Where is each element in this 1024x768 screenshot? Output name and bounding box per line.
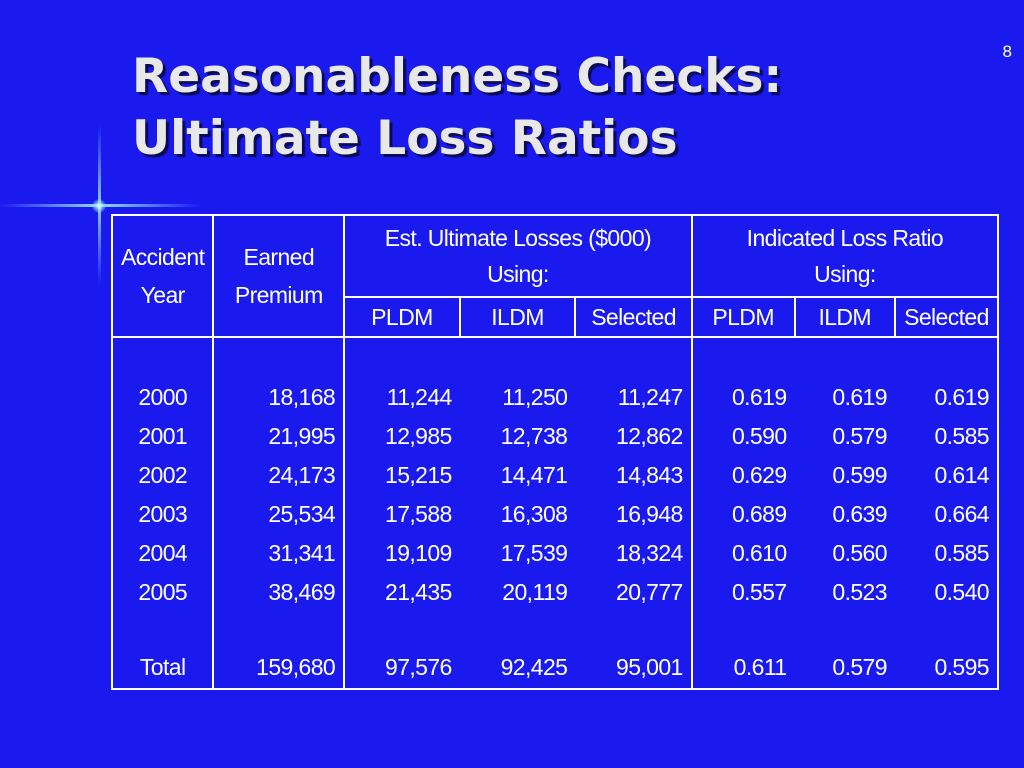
header-accident-year-line-1: Accident [121, 244, 205, 270]
cell-total-loss-ildm: 92,425 [459, 646, 576, 690]
cell-loss-pldm: 12,985 [385, 423, 452, 449]
cell-loss-ildm: 20,119 [502, 579, 568, 605]
cell-premium: 18,168 [213, 378, 346, 417]
table-row: 2004 31,341 19,109 17,539 18,324 0.610 0… [110, 534, 1000, 573]
cell-ratio-selected: 0.585 [894, 417, 1000, 456]
cell-loss-pldm: 15,215 [385, 462, 452, 488]
cell-loss-selected: 11,247 [575, 378, 693, 417]
cell-ratio-selected: 0.585 [894, 534, 1000, 573]
header-ultimate-losses-group: Est. Ultimate Losses ($000) Using: [343, 214, 693, 298]
cell-total-loss-pldm: 97,576 [344, 646, 460, 690]
cell-total-premium: 159,680 [213, 646, 346, 690]
page-number: 8 [1002, 42, 1012, 61]
cell-loss-selected: 12,862 [575, 417, 693, 456]
cell-premium: 21,995 [213, 417, 346, 456]
header-loss-ratio-line-1: Indicated Loss Ratio [746, 225, 944, 251]
cell-loss-ildm: 17,539 [500, 540, 568, 566]
cell-ratio-ildm: 0.560 [832, 540, 887, 566]
cell-ratio-pldm: 0.590 [731, 423, 787, 449]
header-ratio-selected: Selected [893, 296, 1000, 338]
cell-total-label: Total [110, 646, 215, 690]
cell-ratio-selected: 0.664 [894, 495, 1000, 534]
header-ratio-pldm: PLDM [690, 296, 796, 338]
cell-loss-ildm: 11,250 [502, 384, 568, 410]
cell-year: 2002 [110, 456, 215, 495]
cell-loss-selected: 16,948 [575, 495, 693, 534]
table-row: 2000 18,168 11,244 11,250 11,247 0.619 0… [110, 378, 1000, 417]
cell-ratio-selected: 0.540 [894, 573, 1000, 612]
cell-year: 2005 [110, 573, 215, 612]
table-total-row: Total 159,680 97,576 92,425 95,001 0.611… [110, 646, 1000, 690]
cell-total-loss-selected: 95,001 [575, 646, 693, 690]
header-earned-premium-line-1: Earned [243, 244, 315, 270]
header-losses-selected: Selected [574, 296, 693, 338]
sparkle-decoration-core [92, 199, 106, 213]
cell-premium: 24,173 [213, 456, 346, 495]
cell-loss-pldm: 19,109 [385, 540, 452, 566]
cell-total-ratio-selected: 0.595 [894, 646, 1000, 690]
cell-ratio-pldm: 0.619 [731, 384, 787, 410]
cell-ratio-ildm: 0.523 [832, 579, 887, 605]
header-ratio-ildm: ILDM [793, 296, 896, 338]
loss-ratio-table: Accident Year Earned Premium Est. Ultima… [110, 214, 1000, 690]
header-accident-year: Accident Year [110, 214, 215, 338]
header-ultimate-losses-line-1: Est. Ultimate Losses ($000) [384, 225, 652, 251]
cell-year: 2001 [110, 417, 215, 456]
cell-year: 2000 [110, 378, 215, 417]
header-earned-premium: Earned Premium [212, 214, 346, 338]
header-losses-ildm: ILDM [458, 296, 577, 338]
cell-ratio-pldm: 0.557 [731, 579, 787, 605]
cell-loss-ildm: 14,471 [500, 462, 568, 488]
header-earned-premium-line-2: Premium [234, 282, 323, 308]
cell-ratio-ildm: 0.619 [832, 384, 887, 410]
cell-loss-selected: 18,324 [575, 534, 693, 573]
slide-title: Reasonableness Checks: Ultimate Loss Rat… [132, 46, 782, 170]
cell-ratio-ildm: 0.579 [832, 423, 887, 449]
header-loss-ratio-line-2: Using: [814, 261, 876, 287]
cell-year: 2003 [110, 495, 215, 534]
cell-premium: 31,341 [213, 534, 346, 573]
cell-year: 2004 [110, 534, 215, 573]
header-accident-year-line-2: Year [140, 282, 186, 308]
cell-loss-selected: 14,843 [575, 456, 693, 495]
cell-ratio-ildm: 0.599 [832, 462, 887, 488]
cell-ratio-selected: 0.619 [894, 378, 1000, 417]
header-ultimate-losses-line-2: Using: [487, 261, 549, 287]
header-row-1: Accident Year Earned Premium Est. Ultima… [110, 214, 1000, 338]
cell-loss-ildm: 12,738 [500, 423, 568, 449]
header-loss-ratio-group: Indicated Loss Ratio Using: [690, 214, 1000, 298]
cell-total-ratio-ildm: 0.579 [794, 646, 895, 690]
cell-premium: 38,469 [213, 573, 346, 612]
slide-title-line-1: Reasonableness Checks: [132, 49, 783, 104]
slide-title-line-2: Ultimate Loss Ratios [132, 111, 678, 166]
cell-loss-pldm: 17,588 [385, 501, 452, 527]
cell-ratio-pldm: 0.610 [731, 540, 787, 566]
table-row: 2002 24,173 15,215 14,471 14,843 0.629 0… [110, 456, 1000, 495]
cell-ratio-pldm: 0.629 [731, 462, 787, 488]
table-row: 2001 21,995 12,985 12,738 12,862 0.590 0… [110, 417, 1000, 456]
cell-premium: 25,534 [213, 495, 346, 534]
table-row: 2003 25,534 17,588 16,308 16,948 0.689 0… [110, 495, 1000, 534]
table-row: 2005 38,469 21,435 20,119 20,777 0.557 0… [110, 573, 1000, 612]
cell-loss-selected: 20,777 [575, 573, 693, 612]
header-row-2: PLDM ILDM Selected PLDM ILDM Selected [112, 296, 1000, 338]
cell-total-ratio-pldm: 0.611 [691, 646, 795, 690]
cell-loss-ildm: 16,308 [500, 501, 568, 527]
table-spacer-row [110, 337, 1000, 378]
cell-ratio-ildm: 0.639 [832, 501, 887, 527]
header-losses-pldm: PLDM [343, 296, 461, 338]
cell-loss-pldm: 11,244 [386, 384, 453, 410]
cell-loss-pldm: 21,435 [385, 579, 452, 605]
table-spacer-row [110, 612, 1000, 646]
cell-ratio-pldm: 0.689 [731, 501, 787, 527]
cell-ratio-selected: 0.614 [894, 456, 1000, 495]
